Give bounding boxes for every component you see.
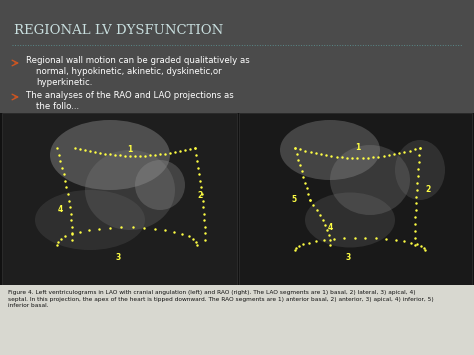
Text: normal, hypokinetic, akinetic, dyskinetic,or: normal, hypokinetic, akinetic, dyskineti… <box>36 67 222 76</box>
Text: the follo...: the follo... <box>36 102 79 111</box>
Bar <box>2 113 237 285</box>
Ellipse shape <box>135 160 185 210</box>
Bar <box>239 113 472 285</box>
Text: 2: 2 <box>197 191 202 200</box>
Text: 5: 5 <box>292 196 297 204</box>
Ellipse shape <box>35 190 145 250</box>
Text: REGIONAL LV DYSFUNCTION: REGIONAL LV DYSFUNCTION <box>14 23 223 37</box>
Text: 4: 4 <box>328 224 333 233</box>
Text: The analyses of the RAO and LAO projections as: The analyses of the RAO and LAO projecti… <box>26 91 234 100</box>
Text: 1: 1 <box>128 146 133 154</box>
Ellipse shape <box>395 140 445 200</box>
Text: 3: 3 <box>115 253 120 262</box>
Bar <box>0 285 474 355</box>
Text: Figure 4. Left ventriculograms in LAO with cranial angulation (left) and RAO (ri: Figure 4. Left ventriculograms in LAO wi… <box>8 290 434 308</box>
Ellipse shape <box>280 120 380 180</box>
Ellipse shape <box>305 192 395 247</box>
Text: 3: 3 <box>346 253 351 262</box>
Text: Regional wall motion can be graded qualitatively as: Regional wall motion can be graded quali… <box>26 56 250 65</box>
Text: 4: 4 <box>57 206 63 214</box>
Text: 1: 1 <box>356 143 361 153</box>
Text: hyperkinetic.: hyperkinetic. <box>36 78 92 87</box>
Ellipse shape <box>330 145 410 215</box>
Ellipse shape <box>50 120 170 190</box>
Ellipse shape <box>85 150 175 230</box>
Text: 2: 2 <box>425 186 430 195</box>
Bar <box>0 113 474 285</box>
